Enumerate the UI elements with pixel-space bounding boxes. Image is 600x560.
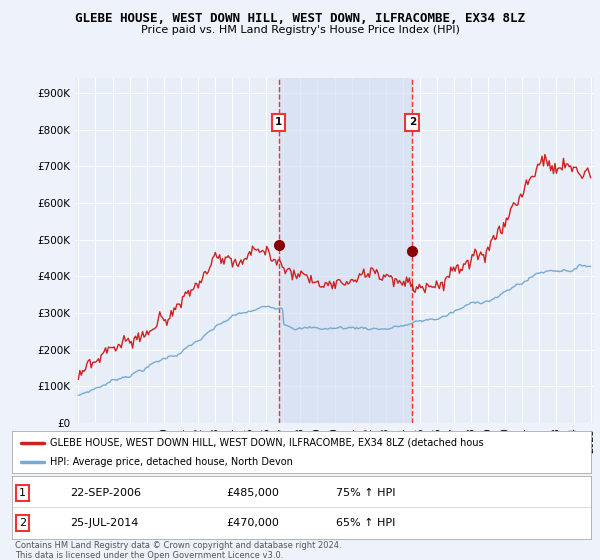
Text: 2: 2 (19, 518, 26, 528)
Text: 2: 2 (409, 118, 416, 127)
Text: £470,000: £470,000 (226, 518, 279, 528)
Text: 75% ↑ HPI: 75% ↑ HPI (336, 488, 396, 498)
Text: GLEBE HOUSE, WEST DOWN HILL, WEST DOWN, ILFRACOMBE, EX34 8LZ: GLEBE HOUSE, WEST DOWN HILL, WEST DOWN, … (75, 12, 525, 25)
Text: GLEBE HOUSE, WEST DOWN HILL, WEST DOWN, ILFRACOMBE, EX34 8LZ (detached hous: GLEBE HOUSE, WEST DOWN HILL, WEST DOWN, … (50, 437, 483, 447)
Text: 65% ↑ HPI: 65% ↑ HPI (336, 518, 395, 528)
Text: HPI: Average price, detached house, North Devon: HPI: Average price, detached house, Nort… (50, 457, 293, 467)
Text: Contains HM Land Registry data © Crown copyright and database right 2024.
This d: Contains HM Land Registry data © Crown c… (15, 541, 341, 560)
Text: 1: 1 (19, 488, 26, 498)
Bar (278, 78, 412, 423)
Text: 25-JUL-2014: 25-JUL-2014 (70, 518, 138, 528)
Text: Price paid vs. HM Land Registry's House Price Index (HPI): Price paid vs. HM Land Registry's House … (140, 25, 460, 35)
Text: 1: 1 (275, 118, 282, 127)
Text: 22-SEP-2006: 22-SEP-2006 (70, 488, 141, 498)
Text: £485,000: £485,000 (226, 488, 279, 498)
